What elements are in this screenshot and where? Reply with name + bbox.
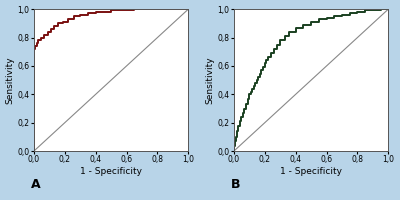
X-axis label: 1 - Specificity: 1 - Specificity <box>280 167 342 176</box>
X-axis label: 1 - Specificity: 1 - Specificity <box>80 167 142 176</box>
Text: A: A <box>30 178 40 191</box>
Y-axis label: Sensitivity: Sensitivity <box>6 56 14 104</box>
Y-axis label: Sensitivity: Sensitivity <box>206 56 214 104</box>
Text: B: B <box>230 178 240 191</box>
